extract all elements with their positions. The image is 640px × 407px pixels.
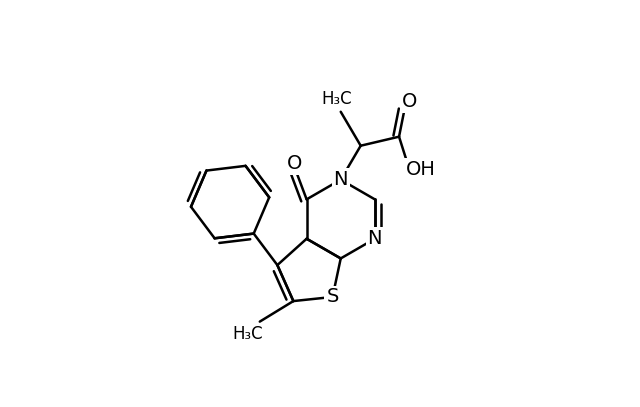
- Text: H₃C: H₃C: [232, 325, 262, 343]
- Text: N: N: [367, 229, 382, 248]
- Text: S: S: [326, 287, 339, 306]
- Text: O: O: [402, 92, 417, 111]
- Text: H₃C: H₃C: [321, 90, 352, 108]
- Text: OH: OH: [405, 160, 435, 179]
- Text: O: O: [287, 154, 302, 173]
- Text: N: N: [333, 170, 348, 189]
